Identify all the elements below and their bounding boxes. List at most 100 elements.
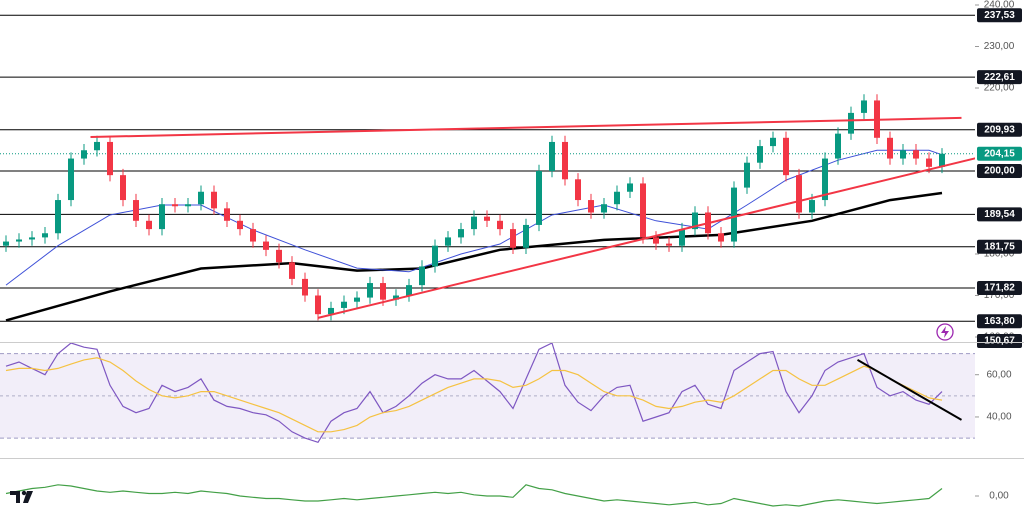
candle-body <box>107 141 113 176</box>
candle-body <box>809 200 815 213</box>
candle-body <box>419 266 425 286</box>
y-tick-label: 0,00 <box>989 491 1009 502</box>
y-tick-label: 240,00 <box>984 0 1015 11</box>
candle-body <box>562 141 568 180</box>
candle-body <box>939 153 945 167</box>
trendline <box>90 116 962 138</box>
y-tick-label: 220,00 <box>984 83 1015 94</box>
candle-body <box>250 229 256 242</box>
candle-body <box>185 204 191 207</box>
pane-axis: 240,00230,00220,00180,00170,00160,00237,… <box>975 0 1022 348</box>
pane <box>0 14 975 322</box>
candle-body <box>172 204 178 207</box>
level-label: 150,67 <box>984 336 1015 347</box>
candle-body <box>198 191 204 205</box>
candle-body <box>718 233 724 242</box>
level-label-box <box>977 314 1022 329</box>
candle-body <box>757 146 763 163</box>
candle-body <box>731 187 737 242</box>
candle-body <box>55 200 61 234</box>
lightning-icon[interactable] <box>936 323 954 341</box>
candle-body <box>354 297 360 302</box>
candle-body <box>497 220 503 230</box>
candle-body <box>302 278 308 296</box>
candle-body <box>81 150 87 159</box>
level-label-box <box>977 280 1022 295</box>
candle-body <box>913 150 919 159</box>
candle-body <box>523 224 529 248</box>
moving-average <box>5 191 943 322</box>
level-label: 209,93 <box>984 124 1015 135</box>
candle-body <box>458 229 464 238</box>
candle-body <box>29 237 35 240</box>
candle-body <box>627 183 633 192</box>
candle-body <box>380 283 386 300</box>
candle-body <box>289 262 295 279</box>
candle-body <box>224 208 230 221</box>
level-label-box <box>977 334 1022 348</box>
candle-body <box>146 220 152 230</box>
candle-body <box>549 141 555 171</box>
candle-body <box>16 239 22 242</box>
candle-body <box>575 179 581 201</box>
y-tick-label: 60,00 <box>986 369 1011 380</box>
tradingview-logo[interactable] <box>10 490 33 503</box>
candle-body <box>341 301 347 308</box>
candle-body <box>900 150 906 159</box>
candle-body <box>133 200 139 221</box>
candle-body <box>393 295 399 300</box>
candle-body <box>783 137 789 176</box>
candle-body <box>601 204 607 213</box>
candle-body <box>510 229 516 248</box>
candle-body <box>744 162 750 188</box>
series-line <box>5 484 943 507</box>
candle-body <box>315 295 321 315</box>
pane-axis: 0,00 <box>975 491 1009 502</box>
level-label: 171,82 <box>984 283 1015 294</box>
candle-body <box>692 212 698 230</box>
candle-body <box>328 307 334 315</box>
candle-body <box>679 229 685 246</box>
candle-body <box>3 241 9 246</box>
candle-body <box>42 233 48 238</box>
level-label-box <box>977 164 1022 178</box>
y-tick-label: 180,00 <box>984 249 1015 260</box>
candle-body <box>588 200 594 213</box>
candle-body <box>640 183 646 238</box>
trendline <box>317 157 975 319</box>
candle-body <box>367 283 373 298</box>
candle-body <box>237 220 243 230</box>
level-label: 200,00 <box>984 166 1015 177</box>
current-price-label: 204,15 <box>984 148 1015 159</box>
candle-body <box>276 249 282 263</box>
trendline <box>857 359 962 421</box>
y-tick-label: 40,00 <box>986 412 1011 423</box>
candle-body <box>887 137 893 159</box>
candle-body <box>536 171 542 225</box>
candle-body <box>445 237 451 246</box>
candle-body <box>211 191 217 209</box>
pane-axis: 60,00 40,00 <box>975 369 1012 423</box>
level-label-box <box>977 70 1022 85</box>
candle-body <box>822 158 828 201</box>
candle-body <box>835 133 841 159</box>
level-label-box <box>977 207 1022 222</box>
candle-body <box>770 137 776 147</box>
candle-body <box>471 216 477 230</box>
candle-body <box>653 237 659 244</box>
current-price-box <box>977 146 1022 161</box>
candle-body <box>263 241 269 250</box>
pane <box>5 484 943 507</box>
series-line <box>5 343 943 444</box>
y-tick-label: 170,00 <box>984 290 1015 301</box>
candle-body <box>796 175 802 213</box>
level-label-box <box>977 122 1022 137</box>
level-label: 189,54 <box>984 209 1015 220</box>
candle-body <box>406 285 412 296</box>
level-label: 222,61 <box>984 72 1015 83</box>
candle-body <box>926 158 932 167</box>
candle-body <box>484 216 490 221</box>
level-label: 181,75 <box>984 241 1015 252</box>
candle-body <box>666 243 672 246</box>
series-line <box>5 357 943 433</box>
